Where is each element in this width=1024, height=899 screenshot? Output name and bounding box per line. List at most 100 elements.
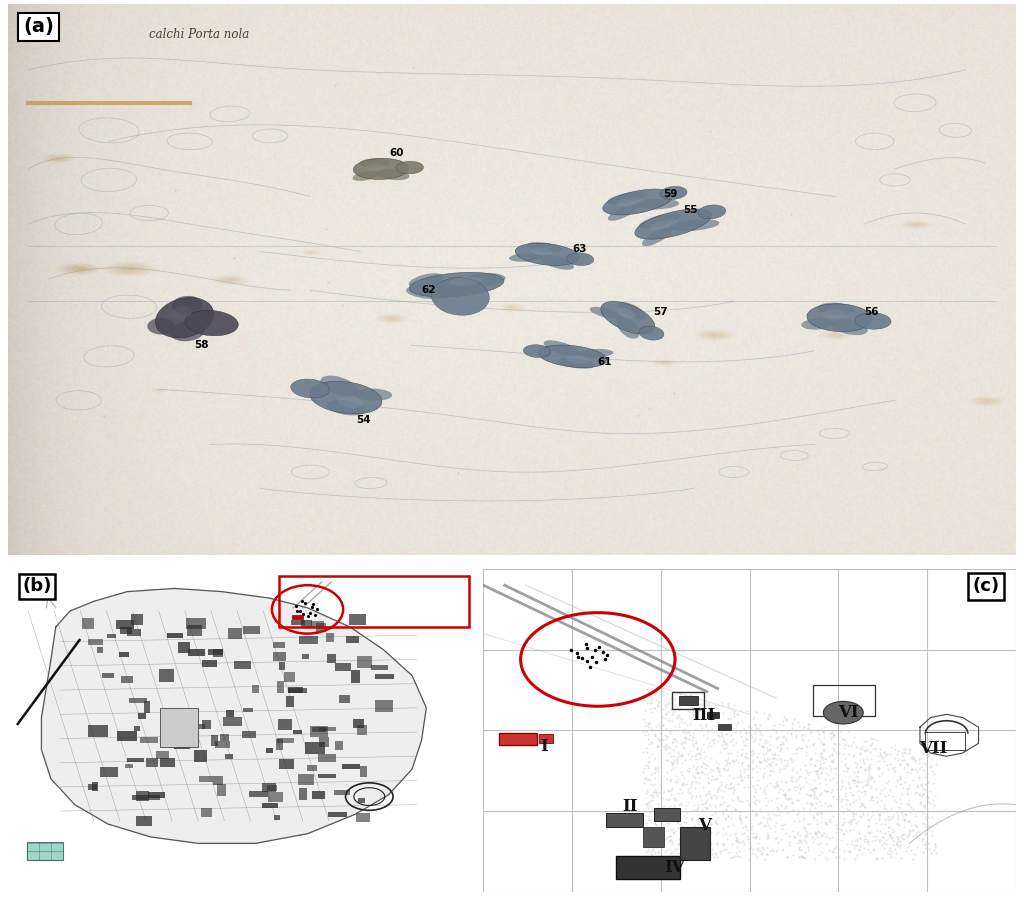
Bar xyxy=(328,812,347,816)
Bar xyxy=(262,783,275,792)
Ellipse shape xyxy=(697,205,726,218)
Bar xyxy=(91,782,98,791)
Bar xyxy=(102,672,115,678)
Bar xyxy=(167,633,183,637)
Bar xyxy=(311,621,324,627)
Bar xyxy=(195,750,207,761)
Bar xyxy=(301,654,309,659)
Bar xyxy=(199,776,213,782)
Ellipse shape xyxy=(449,277,482,286)
Bar xyxy=(268,792,283,802)
Bar xyxy=(100,767,118,777)
Bar xyxy=(143,701,151,713)
Ellipse shape xyxy=(396,161,424,174)
Bar xyxy=(356,725,367,734)
Ellipse shape xyxy=(352,171,379,181)
Ellipse shape xyxy=(855,313,891,329)
Bar xyxy=(88,784,97,789)
Polygon shape xyxy=(41,589,426,843)
Ellipse shape xyxy=(601,301,655,334)
Bar xyxy=(317,754,336,762)
Ellipse shape xyxy=(557,358,595,369)
Bar xyxy=(679,696,698,705)
Bar xyxy=(228,628,243,639)
Bar xyxy=(242,731,256,738)
Bar xyxy=(243,626,260,634)
Text: VII: VII xyxy=(920,740,947,757)
Bar xyxy=(125,763,133,769)
Bar xyxy=(202,808,212,817)
Bar xyxy=(167,729,182,739)
Bar xyxy=(187,649,205,656)
Text: I: I xyxy=(541,738,549,755)
Ellipse shape xyxy=(359,158,390,168)
Text: IV: IV xyxy=(665,859,685,877)
Ellipse shape xyxy=(566,253,594,265)
Bar xyxy=(301,620,311,628)
Bar xyxy=(215,742,230,748)
Bar xyxy=(233,661,251,670)
Bar xyxy=(166,714,181,726)
Bar xyxy=(311,791,325,799)
Bar xyxy=(279,575,469,628)
Bar xyxy=(185,619,206,629)
Ellipse shape xyxy=(639,326,664,340)
Bar xyxy=(319,737,330,747)
Bar xyxy=(306,765,317,771)
Bar xyxy=(208,648,223,655)
Bar xyxy=(127,629,140,636)
Ellipse shape xyxy=(823,701,863,724)
Bar xyxy=(926,732,966,750)
Bar xyxy=(318,774,336,778)
Bar xyxy=(275,740,283,750)
Ellipse shape xyxy=(802,318,834,330)
Ellipse shape xyxy=(639,213,681,228)
Bar xyxy=(375,674,394,679)
Bar xyxy=(129,698,147,703)
Bar xyxy=(266,748,273,752)
Ellipse shape xyxy=(579,349,613,358)
Bar xyxy=(291,620,305,625)
Bar xyxy=(187,625,203,636)
Bar xyxy=(88,639,103,645)
Text: 61: 61 xyxy=(598,357,612,367)
Bar xyxy=(119,652,129,657)
Bar xyxy=(357,798,366,803)
Bar xyxy=(88,725,109,737)
Ellipse shape xyxy=(807,304,872,332)
Bar xyxy=(351,670,360,682)
Ellipse shape xyxy=(463,273,506,286)
Bar xyxy=(288,687,303,693)
Ellipse shape xyxy=(170,322,205,342)
Bar xyxy=(28,841,62,859)
Bar xyxy=(319,726,336,731)
Bar xyxy=(293,730,302,734)
Ellipse shape xyxy=(147,318,175,334)
Bar xyxy=(252,685,259,693)
Ellipse shape xyxy=(608,205,637,221)
Bar xyxy=(144,795,160,800)
Ellipse shape xyxy=(431,278,489,316)
Ellipse shape xyxy=(617,197,642,207)
Bar xyxy=(345,636,358,643)
Ellipse shape xyxy=(354,388,392,401)
Bar xyxy=(359,766,367,778)
Bar xyxy=(136,791,148,801)
Bar xyxy=(286,696,294,708)
Bar xyxy=(138,714,146,719)
Text: III: III xyxy=(692,708,716,725)
Bar xyxy=(132,795,144,800)
Ellipse shape xyxy=(607,191,645,204)
Bar xyxy=(160,669,174,682)
Bar xyxy=(222,717,242,725)
Bar xyxy=(335,741,343,751)
Bar xyxy=(312,727,326,733)
Bar xyxy=(174,743,189,749)
Bar xyxy=(121,676,133,683)
Bar xyxy=(161,758,175,767)
Ellipse shape xyxy=(156,298,214,338)
Ellipse shape xyxy=(407,285,454,299)
Bar xyxy=(284,672,295,681)
Ellipse shape xyxy=(515,244,580,265)
Bar xyxy=(261,803,278,807)
